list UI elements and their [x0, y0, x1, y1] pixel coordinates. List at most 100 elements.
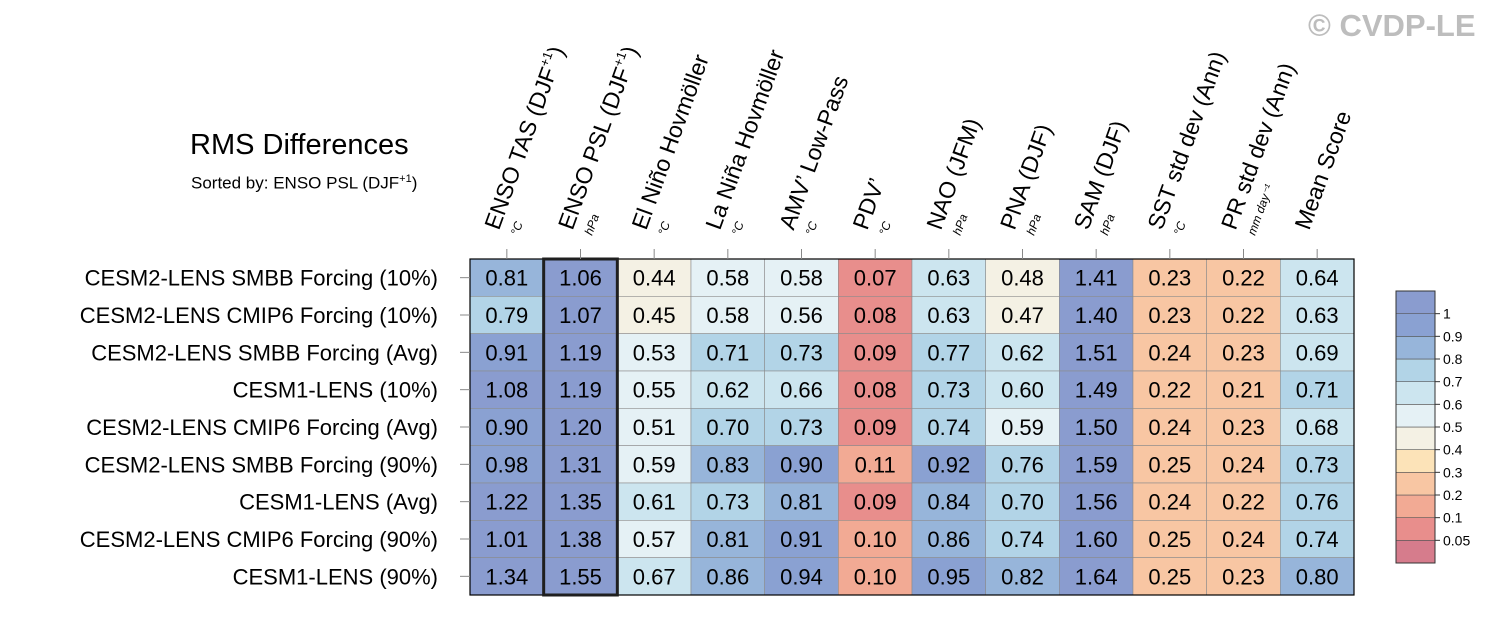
cell-value-label: 0.59: [633, 452, 676, 477]
cell-value-label: 0.57: [633, 527, 676, 552]
heatmap-cell: [1059, 408, 1134, 446]
cell-value-label: 0.69: [1296, 340, 1339, 365]
column-label: SST std dev (Ann): [1142, 48, 1231, 233]
heatmap-cell: [1059, 296, 1134, 334]
cell-value-label: 0.61: [633, 490, 676, 515]
column-unit: °C: [729, 219, 747, 237]
cell-value-label: 0.51: [633, 415, 676, 440]
heatmap-cell: [764, 258, 839, 297]
column-label: La Niña Hovmöller: [700, 46, 789, 233]
cell-value-label: 0.74: [1001, 527, 1044, 552]
colorbar-swatch: [1395, 336, 1436, 360]
cell-value-label: 0.60: [1001, 378, 1044, 403]
cell-value-label: 0.73: [780, 340, 823, 365]
heatmap-cell: [469, 445, 544, 484]
cell-value-label: 0.22: [1222, 303, 1265, 328]
cell-value-label: 0.74: [1296, 527, 1339, 552]
column-label: El Niño Hovmöller: [626, 51, 713, 233]
cell-value-label: 1.38: [559, 527, 602, 552]
heatmap-cell: [1280, 258, 1355, 297]
colorbar-swatch: [1395, 494, 1436, 518]
cell-value-label: 0.81: [485, 266, 528, 291]
cell-value-label: 0.83: [706, 452, 749, 477]
colorbar-tick-label: 0.2: [1443, 487, 1463, 503]
heatmap-cell: [764, 370, 839, 409]
column-unit: °C: [508, 219, 526, 237]
heatmap-cell: [543, 296, 618, 334]
column-label: AMV’ Low-Pass: [774, 72, 854, 233]
heatmap-cell: [838, 520, 913, 558]
row-label: CESM1-LENS (10%): [233, 378, 438, 403]
heatmap-cell: [469, 408, 544, 446]
colorbar-tick-label: 0.7: [1443, 374, 1463, 390]
cell-value-label: 0.58: [706, 266, 749, 291]
cell-value-label: 0.08: [854, 303, 897, 328]
heatmap-cell: [617, 408, 692, 446]
heatmap-cell: [1132, 482, 1207, 521]
cell-value-label: 0.09: [854, 415, 897, 440]
heatmap-cell: [1132, 445, 1207, 484]
cell-value-label: 1.19: [559, 378, 602, 403]
cell-value-label: 1.22: [485, 490, 528, 515]
row-label: CESM2-LENS CMIP6 Forcing (Avg): [86, 415, 438, 440]
cell-value-label: 0.82: [1001, 564, 1044, 589]
heatmap-cell: [690, 482, 765, 521]
column-unit: °C: [1171, 219, 1189, 237]
cell-value-label: 0.71: [1296, 378, 1339, 403]
cell-value-label: 0.09: [854, 490, 897, 515]
heatmap-cell: [543, 370, 618, 409]
column-label: Mean Score: [1289, 107, 1356, 232]
cell-value-label: 0.71: [706, 340, 749, 365]
cell-value-label: 0.59: [1001, 415, 1044, 440]
cell-value-label: 1.20: [559, 415, 602, 440]
heatmap-cell: [1132, 557, 1207, 596]
cell-value-label: 0.76: [1001, 452, 1044, 477]
cell-value-label: 0.23: [1222, 340, 1265, 365]
row-label: CESM1-LENS (Avg): [239, 490, 438, 515]
cell-value-label: 0.47: [1001, 303, 1044, 328]
heatmap-cell: [1280, 482, 1355, 521]
heatmap-cell: [1206, 333, 1281, 372]
cell-value-label: 0.10: [854, 527, 897, 552]
heatmap-cell: [1206, 557, 1281, 596]
colorbar-swatch: [1395, 449, 1436, 473]
cell-value-label: 0.58: [706, 303, 749, 328]
cell-value-label: 0.90: [485, 415, 528, 440]
subtitle-prefix: Sorted by:: [191, 173, 274, 193]
colorbar-tick-label: 0.1: [1443, 510, 1463, 526]
cell-value-label: 0.73: [1296, 452, 1339, 477]
chart-title: RMS Differences: [190, 129, 409, 161]
colorbar-swatch: [1395, 426, 1436, 450]
heatmap-cell: [764, 520, 839, 558]
subtitle-suffix: ): [411, 173, 418, 193]
heatmap-cell: [838, 296, 913, 334]
cell-value-label: 0.22: [1222, 490, 1265, 515]
colorbar-tick-label: 0.4: [1443, 442, 1463, 458]
cell-value-label: 0.76: [1296, 490, 1339, 515]
cell-value-label: 0.23: [1148, 266, 1191, 291]
heatmap-cell: [617, 333, 692, 372]
cell-value-label: 0.68: [1296, 415, 1339, 440]
cell-value-label: 0.81: [706, 527, 749, 552]
heatmap-cell: [838, 408, 913, 446]
heatmap-cell: [617, 445, 692, 484]
heatmap-cell: [690, 370, 765, 409]
cell-value-label: 0.94: [780, 564, 823, 589]
heatmap-cell: [1206, 296, 1281, 334]
heatmap-cell: [1206, 258, 1281, 297]
heatmap-cell: [1280, 520, 1355, 558]
cell-value-label: 0.62: [1001, 340, 1044, 365]
heatmap-cell: [1280, 370, 1355, 409]
watermark: © CVDP-LE: [1308, 8, 1476, 43]
cell-value-label: 0.73: [780, 415, 823, 440]
cell-value-label: 1.59: [1075, 452, 1118, 477]
cell-value-label: 1.64: [1075, 564, 1118, 589]
cell-value-label: 0.63: [1296, 303, 1339, 328]
colorbar-tick-label: 1: [1443, 306, 1451, 322]
heatmap-cell: [764, 408, 839, 446]
cell-value-label: 0.22: [1222, 266, 1265, 291]
heatmap-cell: [1132, 408, 1207, 446]
colorbar-tick-label: 0.05: [1443, 532, 1470, 548]
heatmap-cell: [469, 482, 544, 521]
